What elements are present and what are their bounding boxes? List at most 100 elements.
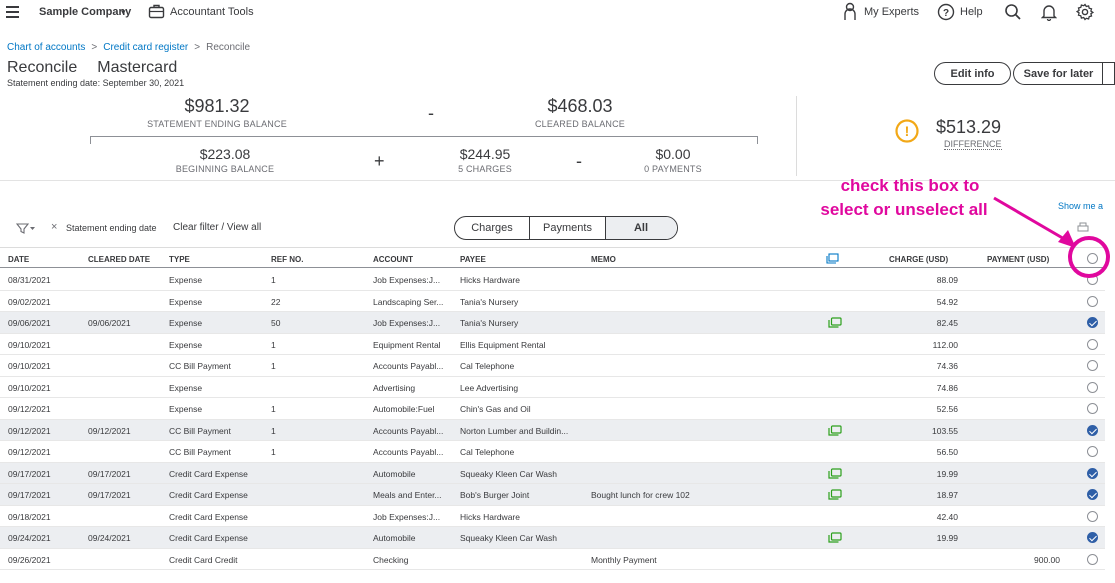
column-charge[interactable]: CHARGE (USD) xyxy=(889,255,949,264)
cell-payee: Squeaky Kleen Car Wash xyxy=(460,468,558,479)
cell-charge: 54.92 xyxy=(936,296,958,307)
print-icon[interactable] xyxy=(1077,222,1089,232)
table-row[interactable]: 09/17/2021 09/17/2021 Credit Card Expense A… xyxy=(0,462,1105,484)
row-cleared-checkbox[interactable] xyxy=(1087,360,1098,371)
cell-charge: 56.50 xyxy=(936,447,958,457)
table-row[interactable]: 09/24/2021 09/24/2021 Credit Card Expense A… xyxy=(0,527,1105,549)
attachment-icon[interactable] xyxy=(828,532,842,543)
row-cleared-checkbox[interactable] xyxy=(1087,510,1098,522)
warning-symbol: ! xyxy=(905,123,910,139)
column-payment[interactable]: PAYMENT (USD) xyxy=(987,255,1050,264)
table-row[interactable]: 09/10/2021 Expense Advertising Lee Advertis… xyxy=(0,377,1105,398)
menu-icon[interactable] xyxy=(6,6,19,18)
svg-text:?: ? xyxy=(943,8,949,19)
search-icon[interactable] xyxy=(1004,3,1022,21)
row-cleared-checkbox[interactable] xyxy=(1087,446,1098,457)
cell-date: 09/02/2021 xyxy=(8,296,51,307)
annotation-callout: check this box to select or unselect all xyxy=(800,174,1020,222)
statement-date: Statement ending date: September 30, 202… xyxy=(7,78,185,88)
table-row[interactable]: 08/31/2021 Expense 1 Job Expenses:J... Hicks… xyxy=(0,269,1105,291)
row-cleared-checkbox[interactable] xyxy=(1087,532,1098,543)
cell-charge: 19.99 xyxy=(936,533,958,543)
table-row[interactable]: 09/26/2021 Credit Card Credit Checking Mont… xyxy=(0,549,1105,570)
save-options-dropdown[interactable] xyxy=(1102,62,1115,85)
cell-ref: 1 xyxy=(271,425,276,436)
cell-payment: 900.00 xyxy=(1034,554,1060,565)
attachment-icon[interactable] xyxy=(828,489,842,500)
tab-charges[interactable]: Charges xyxy=(455,217,530,239)
table-row[interactable]: 09/18/2021 Credit Card Expense Job Expense… xyxy=(0,506,1105,527)
column-type[interactable]: TYPE xyxy=(169,255,190,264)
table-row[interactable]: 09/12/2021 Expense 1 Automobile:Fuel Chin's … xyxy=(0,398,1105,420)
table-row[interactable]: 09/17/2021 09/17/2021 Credit Card Expense M… xyxy=(0,484,1105,506)
cell-payee: Squeaky Kleen Car Wash xyxy=(460,533,558,543)
help-link[interactable]: Help xyxy=(960,6,983,18)
column-payee[interactable]: PAYEE xyxy=(460,255,486,264)
attachment-icon[interactable] xyxy=(828,467,842,479)
cell-charge: 74.86 xyxy=(936,382,958,393)
table-row[interactable]: 09/06/2021 09/06/2021 Expense 50 Job Expense… xyxy=(0,312,1105,334)
row-cleared-checkbox[interactable] xyxy=(1087,317,1098,328)
breadcrumb-chart-of-accounts[interactable]: Chart of accounts xyxy=(7,42,86,53)
column-memo[interactable]: MEMO xyxy=(591,255,616,264)
table-row[interactable]: 09/12/2021 CC Bill Payment 1 Accounts Payab… xyxy=(0,441,1105,463)
attachment-icon[interactable] xyxy=(828,424,842,436)
cell-account: Meals and Enter... xyxy=(373,490,442,500)
row-cleared-checkbox[interactable] xyxy=(1087,553,1098,565)
attachment-icon[interactable] xyxy=(828,317,842,328)
gear-icon[interactable] xyxy=(1076,3,1094,21)
row-cleared-checkbox[interactable] xyxy=(1087,338,1098,350)
cell-account: Landscaping Ser... xyxy=(373,296,444,307)
filter-icon[interactable] xyxy=(16,223,36,234)
cell-date: 09/17/2021 xyxy=(8,490,51,500)
cell-charge: 74.36 xyxy=(936,361,958,371)
row-cleared-checkbox[interactable] xyxy=(1087,403,1098,414)
cell-charge: 52.56 xyxy=(936,404,958,414)
minus-operator: - xyxy=(576,151,582,171)
edit-info-button[interactable]: Edit info xyxy=(934,62,1011,85)
row-cleared-checkbox[interactable] xyxy=(1087,489,1098,500)
company-name[interactable]: Sample Company xyxy=(39,6,132,18)
row-cleared-checkbox[interactable] xyxy=(1087,467,1098,479)
bell-icon[interactable] xyxy=(1041,3,1057,21)
annotation-line-1: check this box to xyxy=(840,176,980,195)
cell-type: CC Bill Payment xyxy=(169,425,231,436)
clear-filter-x-icon[interactable]: × xyxy=(51,221,58,233)
cell-account: Automobile xyxy=(373,533,416,543)
my-experts-link[interactable]: My Experts xyxy=(864,6,920,18)
minus-operator: - xyxy=(428,103,434,123)
breadcrumb-separator: > xyxy=(91,42,98,53)
table-row[interactable]: 09/02/2021 Expense 22 Landscaping Ser... Tan… xyxy=(0,291,1105,312)
cleared-balance: $468.03 xyxy=(547,96,613,116)
tab-payments[interactable]: Payments xyxy=(530,217,606,239)
help-icon[interactable]: ? xyxy=(937,3,955,21)
column-date[interactable]: DATE xyxy=(8,255,30,264)
row-cleared-checkbox[interactable] xyxy=(1087,381,1098,393)
cell-payee: Cal Telephone xyxy=(460,447,515,457)
cell-payee: Norton Lumber and Buildin... xyxy=(460,425,569,436)
column-account[interactable]: ACCOUNT xyxy=(373,255,413,264)
column-ref-no[interactable]: REF NO. xyxy=(271,255,304,264)
clear-filter-link[interactable]: Clear filter / View all xyxy=(173,222,262,233)
accountant-tools-link[interactable]: Accountant Tools xyxy=(170,6,254,18)
person-icon[interactable] xyxy=(843,2,857,22)
cell-date: 09/10/2021 xyxy=(8,361,51,371)
page-title: Reconcile Mastercard xyxy=(7,59,177,77)
beginning-balance: $223.08 xyxy=(199,146,251,162)
table-row[interactable]: 09/12/2021 09/12/2021 CC Bill Payment 1 Acco… xyxy=(0,419,1105,441)
tab-all[interactable]: All xyxy=(606,217,676,239)
save-for-later-button[interactable]: Save for later xyxy=(1013,62,1103,85)
cell-type: Expense xyxy=(169,275,203,285)
breadcrumb-credit-card-register[interactable]: Credit card register xyxy=(103,42,189,53)
column-cleared-date[interactable]: CLEARED DATE xyxy=(88,255,151,264)
row-cleared-checkbox[interactable] xyxy=(1087,424,1098,436)
beginning-balance-label: BEGINNING BALANCE xyxy=(175,164,275,174)
row-cleared-checkbox[interactable] xyxy=(1087,295,1098,307)
table-row[interactable]: 09/10/2021 Expense 1 Equipment Rental Ellis … xyxy=(0,334,1105,355)
briefcase-icon[interactable] xyxy=(148,3,165,20)
show-me-link[interactable]: Show me a xyxy=(1058,201,1104,211)
cell-date: 09/10/2021 xyxy=(8,339,51,350)
table-row[interactable]: 09/10/2021 CC Bill Payment 1 Accounts Payab… xyxy=(0,355,1105,377)
top-bar: Sample Company ▾ Accountant Tools My Exp… xyxy=(0,0,1115,26)
chevron-down-icon[interactable]: ▾ xyxy=(121,7,126,17)
